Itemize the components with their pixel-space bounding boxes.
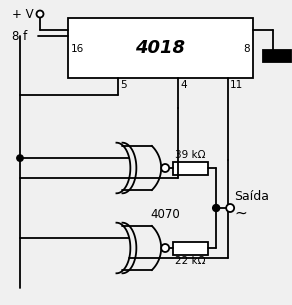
- Bar: [173, 162, 208, 174]
- Text: 11: 11: [230, 80, 243, 90]
- Circle shape: [213, 204, 220, 211]
- Text: 4018: 4018: [135, 39, 185, 57]
- Text: 16: 16: [71, 44, 84, 54]
- Circle shape: [36, 10, 44, 17]
- Text: 4: 4: [180, 80, 187, 90]
- Text: + V: + V: [12, 8, 34, 20]
- Circle shape: [226, 204, 234, 212]
- Text: 8 f: 8 f: [12, 30, 27, 42]
- Text: 5: 5: [120, 80, 127, 90]
- Text: ~: ~: [234, 206, 247, 221]
- Circle shape: [161, 244, 169, 252]
- Bar: [68, 18, 253, 78]
- Bar: [263, 50, 291, 62]
- Text: 8: 8: [243, 44, 250, 54]
- Text: 39 kΩ: 39 kΩ: [175, 149, 206, 160]
- Circle shape: [161, 164, 169, 172]
- Circle shape: [17, 155, 23, 161]
- Text: 4070: 4070: [150, 207, 180, 221]
- Text: Saída: Saída: [234, 189, 269, 203]
- Text: 22 kΩ: 22 kΩ: [175, 257, 206, 267]
- Bar: [173, 242, 208, 254]
